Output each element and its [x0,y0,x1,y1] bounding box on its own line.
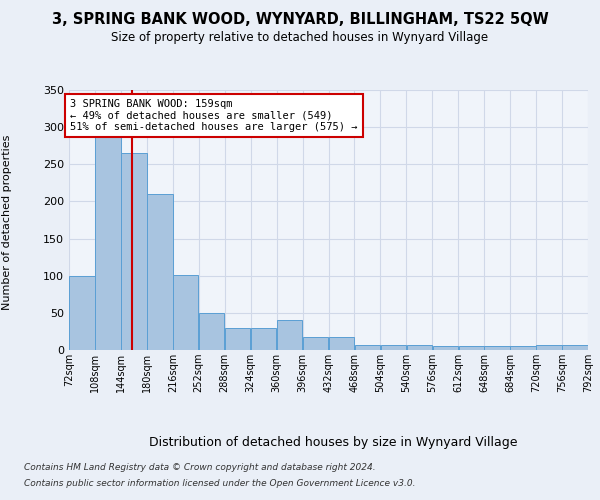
Bar [199,313,224,350]
Bar [277,320,302,350]
Text: 3 SPRING BANK WOOD: 159sqm
← 49% of detached houses are smaller (549)
51% of sem: 3 SPRING BANK WOOD: 159sqm ← 49% of deta… [70,99,358,132]
Bar [95,136,121,350]
Bar [329,336,354,350]
Text: 3, SPRING BANK WOOD, WYNYARD, BILLINGHAM, TS22 5QW: 3, SPRING BANK WOOD, WYNYARD, BILLINGHAM… [52,12,548,28]
Bar [562,345,588,350]
Bar [407,345,432,350]
Bar [511,346,536,350]
Bar [380,345,406,350]
Text: Contains HM Land Registry data © Crown copyright and database right 2024.: Contains HM Land Registry data © Crown c… [24,464,376,472]
Bar [484,346,510,350]
Bar [303,336,328,350]
Bar [147,194,173,350]
Text: Size of property relative to detached houses in Wynyard Village: Size of property relative to detached ho… [112,31,488,44]
Bar [173,275,199,350]
Bar [433,346,458,350]
Bar [536,345,562,350]
Bar [121,153,146,350]
Bar [225,328,250,350]
Bar [251,328,277,350]
Text: Contains public sector information licensed under the Open Government Licence v3: Contains public sector information licen… [24,478,415,488]
Text: Distribution of detached houses by size in Wynyard Village: Distribution of detached houses by size … [149,436,517,449]
Text: Number of detached properties: Number of detached properties [2,135,12,310]
Bar [355,345,380,350]
Bar [458,346,484,350]
Bar [69,276,95,350]
